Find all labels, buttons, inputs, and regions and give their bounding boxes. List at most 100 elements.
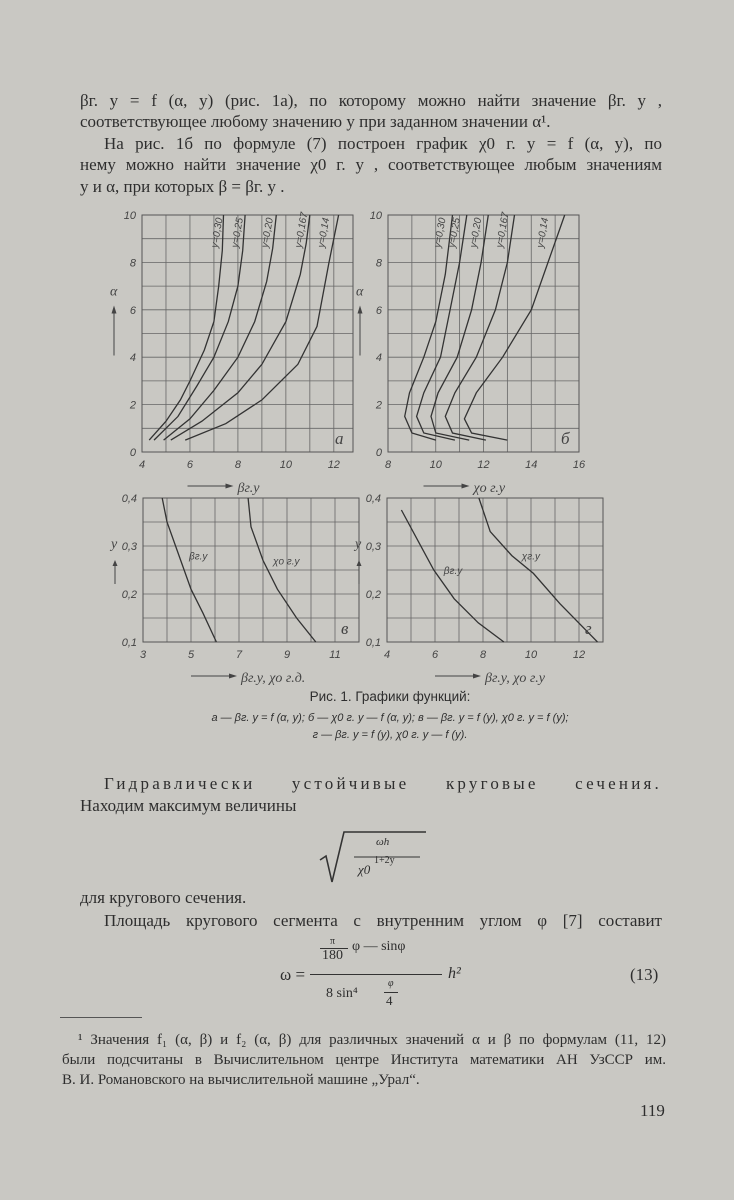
y-tick-label: 0,4	[366, 493, 381, 505]
x-axis-label: βг.у, χо г.у	[484, 671, 546, 686]
y-tick-label: 0,1	[122, 637, 137, 649]
y-tick-label: 8	[376, 257, 383, 269]
body-line: На рис. 1б по формуле (7) построен графи…	[104, 134, 662, 153]
y-tick-label: 0,3	[122, 541, 138, 553]
equation-number: (13)	[630, 965, 659, 984]
body-line: βг. y = f (α, y) (рис. 1а), по которому …	[80, 91, 662, 110]
curve-βг.у	[400, 509, 505, 643]
x-axis-label: βг.у, χо г.д.	[240, 671, 305, 686]
x-axis-label: βг.у	[237, 481, 261, 496]
x-tick-label: 7	[236, 649, 243, 661]
x-tick-label: 6	[187, 459, 194, 471]
sqrt-formula: ωh χ0 1+2y	[318, 826, 428, 884]
panel-letter: в	[341, 619, 349, 638]
figure-caption-line: а — βг. y = f (α, y); б — χ0 г. y — f (α…	[211, 712, 569, 724]
body-line: соответствующее любому значению y при за…	[80, 112, 551, 131]
arrow-head	[112, 560, 118, 566]
x-tick-label: 16	[573, 459, 586, 471]
body-line: Площадь кругового сегмента с внутренним …	[104, 911, 662, 930]
footnote-line: были подсчитаны в Вычислительном центре …	[62, 1052, 666, 1068]
body-line: y и α, при которых β = βг. y .	[80, 177, 285, 196]
section-heading: Гидравлически устойчивые круговые сечени…	[104, 774, 662, 793]
curve-label: χо г.у	[272, 556, 301, 567]
sqrt-numerator: ωh	[376, 836, 390, 848]
eq-den-frac-top: φ	[388, 978, 394, 989]
x-tick-label: 8	[385, 459, 392, 471]
x-tick-label: 10	[525, 649, 538, 661]
curve-label: y=0,14	[316, 217, 332, 250]
y-axis-label: α	[356, 285, 364, 300]
y-axis-label: y	[109, 537, 118, 552]
plot-frame	[387, 214, 580, 453]
eq-num-frac-top: π	[330, 936, 336, 947]
y-tick-label: 2	[375, 400, 382, 412]
curve-χо г.у	[247, 497, 317, 643]
panel-letter: б	[561, 429, 570, 448]
sqrt-sign	[319, 831, 426, 883]
y-axis-label: α	[110, 285, 118, 300]
x-tick-label: 6	[432, 649, 439, 661]
y-tick-label: 4	[376, 352, 382, 364]
curve-βг.у	[161, 497, 217, 643]
curve-label: y=0,14	[535, 217, 551, 250]
panel-letter: г	[585, 619, 592, 638]
y-tick-label: 10	[124, 210, 137, 222]
curve-label: y=0,25	[447, 217, 463, 250]
arrow-head	[461, 483, 470, 489]
body-line: Находим максимум величины	[80, 796, 297, 815]
x-tick-label: 12	[328, 459, 340, 471]
eq-rhs: h²	[448, 965, 461, 982]
curve-label: βг.у	[188, 552, 208, 563]
sqrt-exponent: 1+2y	[374, 855, 395, 866]
arrow-head	[473, 673, 481, 679]
chart-panel-г: 4 6 8 10 12 0,1 0,2 0,3 0,4 βг.у χг.у г y βг.у, χо г.…	[353, 493, 604, 686]
y-tick-label: 6	[130, 305, 137, 317]
eq-lhs: ω =	[280, 965, 306, 984]
x-tick-label: 8	[480, 649, 487, 661]
curve-y=0,167	[444, 214, 516, 441]
x-tick-label: 11	[329, 649, 340, 661]
curve-label: βг.у	[443, 566, 463, 577]
curve-label: y=0,30	[432, 217, 448, 250]
curve-y=0,14	[184, 214, 340, 441]
curve-y=0,25	[415, 214, 468, 441]
eq-denominator: 8 sin⁴	[326, 986, 358, 1001]
sqrt-denominator: χ0	[358, 862, 371, 877]
body-line: нему можно найти значение χ0 г. y , соот…	[80, 155, 662, 174]
body-line: для кругового сечения.	[80, 888, 247, 907]
footnote-line: ¹ Значения f₁ (α, β) и f₂ (α, β) для раз…	[78, 1032, 666, 1048]
eq-den-frac-bottom: 4	[386, 993, 393, 1008]
page-number: 119	[640, 1101, 665, 1120]
curve-label: y=0,20	[468, 217, 484, 250]
y-tick-label: 0,3	[366, 541, 382, 553]
eq-num-rest: φ — sinφ	[352, 939, 406, 954]
x-tick-label: 9	[284, 649, 290, 661]
curve-y=0,25	[153, 214, 246, 441]
equation-13: ω = π 180 φ — sinφ 8 sin⁴ φ 4 h² (13)	[280, 936, 680, 1020]
arrow-head	[229, 673, 237, 679]
y-tick-label: 0,1	[366, 637, 381, 649]
y-tick-label: 6	[376, 305, 383, 317]
plot-frame	[141, 214, 354, 453]
curve-label: y=0,25	[230, 217, 246, 250]
arrow-head	[357, 305, 363, 314]
curve-y=0,167	[170, 214, 311, 441]
y-axis-label: y	[353, 537, 362, 552]
y-tick-label: 2	[129, 400, 136, 412]
arrow-head	[111, 305, 117, 314]
arrow-head	[225, 483, 234, 489]
x-tick-label: 10	[430, 459, 443, 471]
x-tick-label: 4	[384, 649, 390, 661]
y-tick-label: 0,2	[366, 589, 381, 601]
curve-label: y=0,30	[209, 217, 225, 250]
x-tick-label: 12	[573, 649, 585, 661]
footnote-separator	[60, 1017, 142, 1018]
figure-caption-line: г — βг. y = f (y), χ0 г. y — f (y).	[312, 729, 468, 741]
x-tick-label: 5	[188, 649, 195, 661]
x-tick-label: 10	[280, 459, 293, 471]
x-tick-label: 4	[139, 459, 145, 471]
curve-y=0,20	[163, 214, 277, 441]
y-tick-label: 8	[130, 257, 137, 269]
